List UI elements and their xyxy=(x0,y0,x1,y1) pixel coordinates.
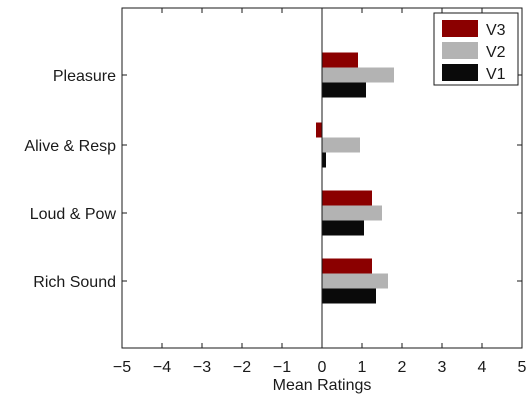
category-label: Pleasure xyxy=(53,68,116,85)
bar-v3-1 xyxy=(316,122,322,138)
bars-group xyxy=(316,52,394,304)
x-axis-label: Mean Ratings xyxy=(273,377,372,394)
x-tick-label: 5 xyxy=(518,359,527,376)
bar-v2-3 xyxy=(322,273,388,289)
x-tick-label: 2 xyxy=(398,359,407,376)
category-labels-group: Pleasure Alive & Resp Loud & Pow Rich Sound xyxy=(24,68,522,291)
x-tick-label: −3 xyxy=(193,359,211,376)
legend-label-v3: V3 xyxy=(486,22,506,39)
bar-v1-3 xyxy=(322,288,376,304)
x-tick-label: −4 xyxy=(153,359,171,376)
x-tick-label: 1 xyxy=(358,359,367,376)
bar-v3-0 xyxy=(322,52,358,68)
bar-v2-2 xyxy=(322,205,382,221)
category-label: Rich Sound xyxy=(33,274,116,291)
legend-label-v1: V1 xyxy=(486,66,506,83)
x-tick-label: 3 xyxy=(438,359,447,376)
bar-v2-0 xyxy=(322,67,394,83)
category-label: Alive & Resp xyxy=(24,138,116,155)
x-tick-label: −1 xyxy=(273,359,291,376)
bar-v3-2 xyxy=(322,190,372,206)
legend-label-v2: V2 xyxy=(486,44,506,61)
legend-swatch-v3 xyxy=(442,20,478,37)
legend-swatch-v1 xyxy=(442,64,478,81)
x-ticks-group: −5 −4 −3 −2 −1 0 1 2 3 4 5 xyxy=(113,8,527,376)
x-tick-label: 4 xyxy=(478,359,487,376)
legend: V3 V2 V1 xyxy=(433,12,519,86)
x-tick-label: −2 xyxy=(233,359,251,376)
bar-v2-1 xyxy=(322,137,360,153)
bar-v1-2 xyxy=(322,220,364,236)
x-tick-label: −5 xyxy=(113,359,131,376)
bar-v1-0 xyxy=(322,82,366,98)
legend-swatch-v2 xyxy=(442,42,478,59)
x-tick-label: 0 xyxy=(318,359,327,376)
bar-v3-3 xyxy=(322,258,372,274)
category-label: Loud & Pow xyxy=(30,206,117,223)
bar-v1-1 xyxy=(322,152,326,168)
